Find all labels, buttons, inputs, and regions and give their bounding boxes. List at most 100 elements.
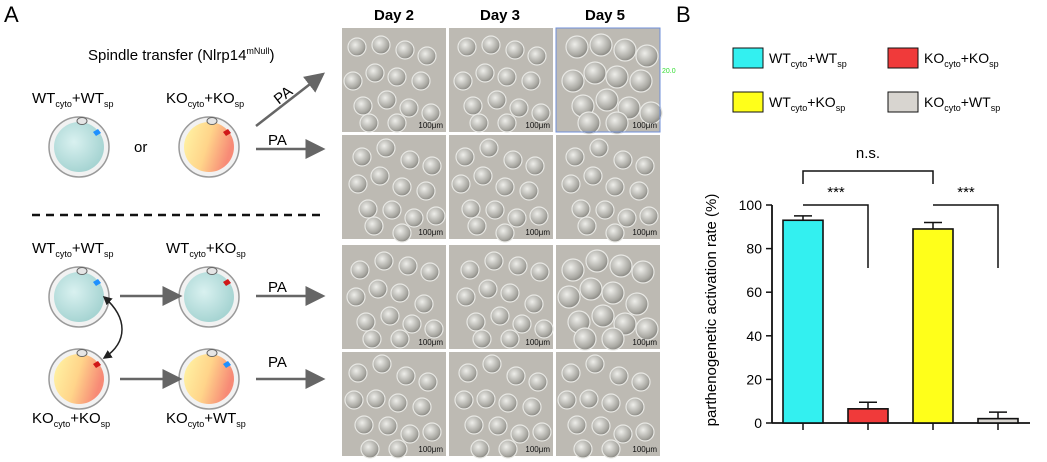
oocyte-diagrams — [48, 116, 240, 410]
legend-swatch — [732, 47, 764, 69]
label-ko-ko-top: KOcyto+KOsp — [166, 90, 244, 109]
scale-bar-label: 100μm — [418, 445, 443, 454]
embryo — [370, 166, 390, 186]
bar — [782, 219, 824, 424]
spindle-icon — [93, 129, 101, 136]
scale-bar-label: 100μm — [525, 228, 550, 237]
embryo — [635, 422, 655, 442]
embryo — [388, 393, 408, 413]
embryo — [525, 156, 545, 176]
embryo — [353, 96, 373, 116]
embryo — [506, 366, 526, 386]
embryo — [498, 439, 518, 459]
embryo — [609, 254, 633, 278]
embryo — [366, 389, 386, 409]
embryo — [625, 292, 649, 316]
micrograph-grid: 100μm 100μm 100μm 100μm 100μm 100μm 100μm 100μm… — [342, 27, 663, 459]
scale-bar-label: 100μm — [632, 338, 657, 347]
embryo — [495, 177, 515, 197]
scale-bar-label: 100μm — [632, 445, 657, 454]
embryo — [352, 147, 372, 167]
legend-item: WTcyto+KOsp — [732, 91, 845, 113]
embryo — [374, 251, 394, 271]
embryo — [605, 111, 629, 135]
bar-chart: parthenogenetic activation rate (%) n.s.… — [703, 145, 1030, 431]
embryo — [378, 416, 398, 436]
embryo — [478, 279, 498, 299]
embryo — [635, 317, 659, 341]
polar-body — [76, 349, 88, 357]
spindle-icon — [223, 129, 231, 136]
embryo — [589, 138, 609, 158]
embryo — [399, 98, 419, 118]
embryo — [500, 283, 520, 303]
day-header-3: Day 3 — [480, 7, 520, 24]
embryo — [482, 354, 502, 374]
embryo — [529, 206, 549, 226]
scale-bar-label: 100μm — [632, 121, 657, 130]
spindle-icon — [223, 361, 231, 368]
embryo — [404, 208, 424, 228]
legend-swatch — [887, 47, 919, 69]
pa-label-diagonal: PA — [271, 83, 296, 108]
sig-left: *** — [827, 184, 845, 201]
embryo — [605, 223, 625, 243]
scale-bar-label: 100μm — [632, 228, 657, 237]
highlight-frame — [555, 27, 661, 133]
embryo — [347, 37, 367, 57]
embryo — [348, 363, 368, 383]
legend-item: KOcyto+KOsp — [887, 47, 999, 69]
bar — [912, 228, 954, 424]
embryo — [398, 256, 418, 276]
embryo — [417, 46, 437, 66]
label-wt-ko: WTcyto+KOsp — [166, 240, 246, 259]
embryo — [605, 65, 629, 89]
embryo — [565, 35, 589, 59]
embryo — [583, 61, 607, 85]
embryo — [589, 33, 613, 57]
ooplasm — [184, 272, 234, 322]
embryo — [400, 150, 420, 170]
oocyte-ko-ko-bottom — [48, 348, 110, 410]
scale-bar-label: 100μm — [525, 445, 550, 454]
oocyte-wt-ko — [178, 266, 240, 328]
bracket-right — [933, 204, 999, 268]
embryo — [579, 389, 599, 409]
embryo — [519, 181, 539, 201]
label-ko-wt: KOcyto+WTsp — [166, 410, 246, 429]
embryo — [591, 416, 611, 436]
scale-bar-label: 100μm — [418, 121, 443, 130]
embryo — [613, 150, 633, 170]
polar-body — [206, 117, 218, 125]
embryo — [509, 98, 529, 118]
embryo — [530, 262, 550, 282]
micrograph-panel: 100μm — [556, 352, 660, 459]
embryo — [629, 69, 653, 93]
embryo — [613, 424, 633, 444]
embryo — [420, 262, 440, 282]
legend-label: KOcyto+KOsp — [924, 50, 999, 69]
embryo — [512, 314, 532, 334]
embryo — [390, 283, 410, 303]
sig-ns: n.s. — [856, 145, 880, 162]
panel-b-letter: B — [676, 2, 691, 27]
embryo — [601, 281, 625, 305]
embryo — [479, 138, 499, 158]
legend-item: KOcyto+WTsp — [887, 91, 1000, 113]
micrograph-panel: 100μm — [556, 28, 663, 135]
embryo — [473, 166, 493, 186]
embryo — [358, 199, 378, 219]
embryo — [344, 390, 364, 410]
embryo — [360, 439, 380, 459]
micrograph-panel: 100μm — [556, 135, 660, 243]
embryo — [585, 249, 609, 273]
embryo — [461, 199, 481, 219]
day-header-2: Day 2 — [374, 7, 414, 24]
embryo — [613, 38, 637, 62]
embryo — [561, 174, 581, 194]
embryo — [346, 287, 366, 307]
embryo — [567, 415, 587, 435]
embryo — [631, 260, 655, 284]
oocyte-ko-ko-top — [178, 116, 240, 178]
polar-body — [206, 349, 218, 357]
